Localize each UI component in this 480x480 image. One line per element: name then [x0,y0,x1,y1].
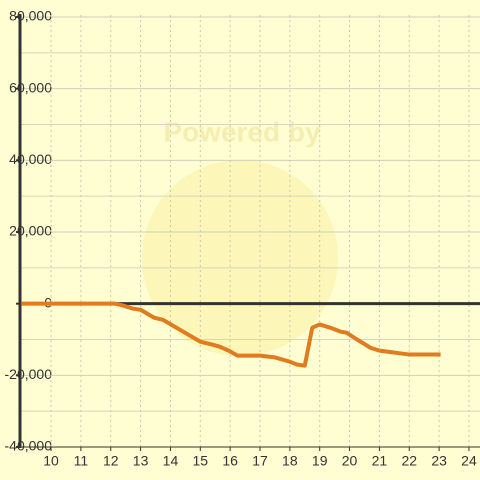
x-tick-label: 19 [312,453,328,469]
series-line [21,301,441,368]
x-tick-label: 20 [342,453,358,469]
x-tick-label: 14 [163,453,179,469]
x-tick-label: 17 [252,453,268,469]
x-tick-label: 16 [222,453,238,469]
y-tick-label: 60,000 [9,79,52,95]
y-tick-label: -40,000 [5,438,53,454]
y-tick-label: 80,000 [9,8,52,24]
x-tick-label: 18 [282,453,298,469]
watermark-logo [142,160,338,356]
x-tick-label: 22 [401,453,417,469]
x-tick-label: 12 [103,453,119,469]
x-tick-label: 13 [133,453,149,469]
y-tick-label: 40,000 [9,151,52,167]
x-tick-label: 24 [461,453,477,469]
x-tick-label: 11 [74,453,89,469]
watermark: Powered by [163,116,321,147]
y-tick-label: -20,000 [5,366,53,382]
x-tick-label: 23 [431,453,447,469]
x-tick-label: 15 [193,453,209,469]
x-tick-label: 21 [372,453,388,469]
x-tick-label: 10 [43,453,59,469]
y-tick-label: 20,000 [9,223,52,239]
